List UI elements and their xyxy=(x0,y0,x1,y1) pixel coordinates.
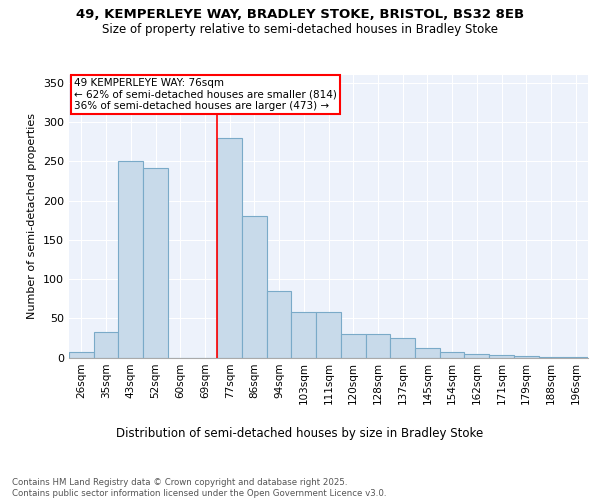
Y-axis label: Number of semi-detached properties: Number of semi-detached properties xyxy=(28,114,37,320)
Bar xyxy=(440,352,464,358)
Bar xyxy=(563,356,588,358)
Bar xyxy=(217,138,242,358)
Text: 49, KEMPERLEYE WAY, BRADLEY STOKE, BRISTOL, BS32 8EB: 49, KEMPERLEYE WAY, BRADLEY STOKE, BRIST… xyxy=(76,8,524,20)
Bar xyxy=(539,356,563,358)
Bar xyxy=(489,355,514,358)
Bar xyxy=(390,338,415,357)
Bar xyxy=(118,162,143,358)
Bar xyxy=(415,348,440,358)
Bar xyxy=(143,168,168,358)
Bar xyxy=(316,312,341,358)
Bar xyxy=(242,216,267,358)
Text: Contains HM Land Registry data © Crown copyright and database right 2025.
Contai: Contains HM Land Registry data © Crown c… xyxy=(12,478,386,498)
Text: Distribution of semi-detached houses by size in Bradley Stoke: Distribution of semi-detached houses by … xyxy=(116,428,484,440)
Bar xyxy=(292,312,316,358)
Bar xyxy=(267,291,292,358)
Bar xyxy=(365,334,390,357)
Text: Size of property relative to semi-detached houses in Bradley Stoke: Size of property relative to semi-detach… xyxy=(102,22,498,36)
Bar xyxy=(514,356,539,358)
Bar xyxy=(464,354,489,358)
Text: 49 KEMPERLEYE WAY: 76sqm
← 62% of semi-detached houses are smaller (814)
36% of : 49 KEMPERLEYE WAY: 76sqm ← 62% of semi-d… xyxy=(74,78,337,111)
Bar xyxy=(94,332,118,357)
Bar xyxy=(341,334,365,357)
Bar xyxy=(69,352,94,358)
